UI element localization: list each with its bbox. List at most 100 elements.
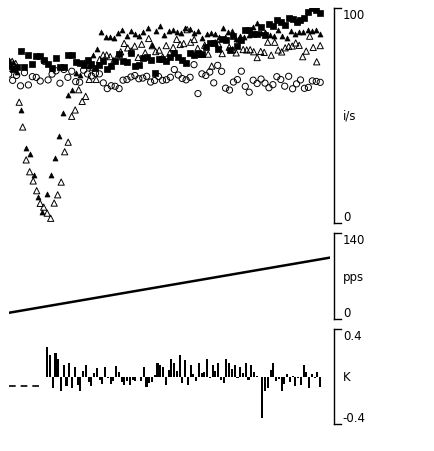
Bar — [143, 368, 145, 377]
Point — [250, 32, 256, 39]
Point — [49, 71, 56, 78]
Point — [93, 77, 100, 84]
Point — [224, 30, 231, 37]
Point — [306, 33, 313, 41]
Point — [183, 77, 190, 84]
Bar — [68, 363, 70, 377]
Point — [88, 61, 95, 68]
Point — [53, 55, 59, 62]
Bar — [104, 367, 106, 377]
Point — [98, 29, 105, 37]
Point — [202, 44, 209, 51]
Point — [179, 57, 186, 64]
Bar — [250, 365, 252, 377]
Point — [84, 71, 91, 78]
Bar — [228, 363, 230, 377]
Point — [56, 64, 63, 72]
Point — [9, 59, 16, 66]
Point — [13, 64, 20, 72]
Point — [229, 47, 236, 54]
Point — [309, 78, 316, 85]
Point — [124, 59, 131, 66]
Point — [64, 92, 71, 99]
Point — [112, 83, 118, 91]
Point — [163, 59, 170, 66]
Point — [289, 86, 296, 93]
Point — [151, 70, 158, 78]
Bar — [214, 371, 217, 377]
Point — [60, 67, 67, 74]
Point — [155, 74, 162, 81]
Point — [245, 32, 252, 39]
Point — [159, 54, 166, 61]
Point — [216, 34, 223, 41]
Bar — [314, 377, 316, 378]
Point — [60, 110, 67, 117]
Point — [233, 50, 240, 57]
Point — [13, 73, 20, 80]
Point — [47, 172, 54, 179]
Point — [72, 79, 79, 86]
Point — [214, 46, 221, 53]
Point — [270, 23, 276, 30]
Point — [75, 87, 82, 94]
Point — [270, 82, 276, 89]
Point — [242, 27, 249, 34]
Bar — [112, 377, 115, 381]
Point — [25, 82, 32, 89]
Point — [317, 10, 324, 18]
Point — [218, 69, 225, 76]
Point — [135, 76, 142, 83]
Bar — [209, 377, 211, 378]
Point — [21, 70, 28, 77]
Point — [64, 52, 71, 60]
Bar — [220, 377, 222, 380]
Point — [258, 24, 265, 32]
Text: K: K — [343, 370, 351, 383]
Point — [144, 25, 151, 32]
Text: pps: pps — [343, 270, 364, 283]
Point — [76, 60, 83, 67]
Point — [143, 74, 150, 81]
Point — [44, 210, 51, 217]
Point — [297, 17, 304, 24]
Point — [132, 31, 138, 38]
Bar — [256, 376, 258, 377]
Point — [198, 71, 205, 78]
Point — [194, 91, 201, 98]
Point — [53, 68, 59, 75]
Bar — [292, 376, 294, 377]
Point — [89, 65, 96, 72]
Text: 0: 0 — [343, 306, 350, 319]
Text: i/s: i/s — [343, 110, 356, 123]
Bar — [225, 359, 227, 377]
Point — [285, 44, 292, 51]
Point — [165, 28, 172, 35]
Point — [80, 68, 87, 75]
Bar — [253, 372, 255, 377]
Point — [100, 80, 107, 87]
Point — [250, 78, 256, 85]
Point — [84, 57, 91, 64]
Point — [312, 27, 319, 34]
Point — [250, 49, 257, 56]
Point — [115, 86, 122, 93]
Point — [135, 62, 142, 69]
Bar — [154, 375, 156, 377]
Point — [296, 42, 302, 50]
Bar — [247, 377, 250, 381]
Bar — [223, 377, 225, 383]
Point — [241, 34, 248, 41]
Point — [171, 50, 178, 57]
Bar — [264, 377, 266, 391]
Point — [271, 40, 278, 47]
Point — [211, 31, 218, 38]
Point — [278, 49, 285, 56]
Point — [283, 36, 290, 43]
Bar — [198, 363, 200, 377]
Point — [159, 78, 166, 85]
Bar — [192, 374, 194, 377]
Point — [33, 188, 40, 195]
Point — [308, 28, 315, 36]
Point — [115, 31, 122, 38]
